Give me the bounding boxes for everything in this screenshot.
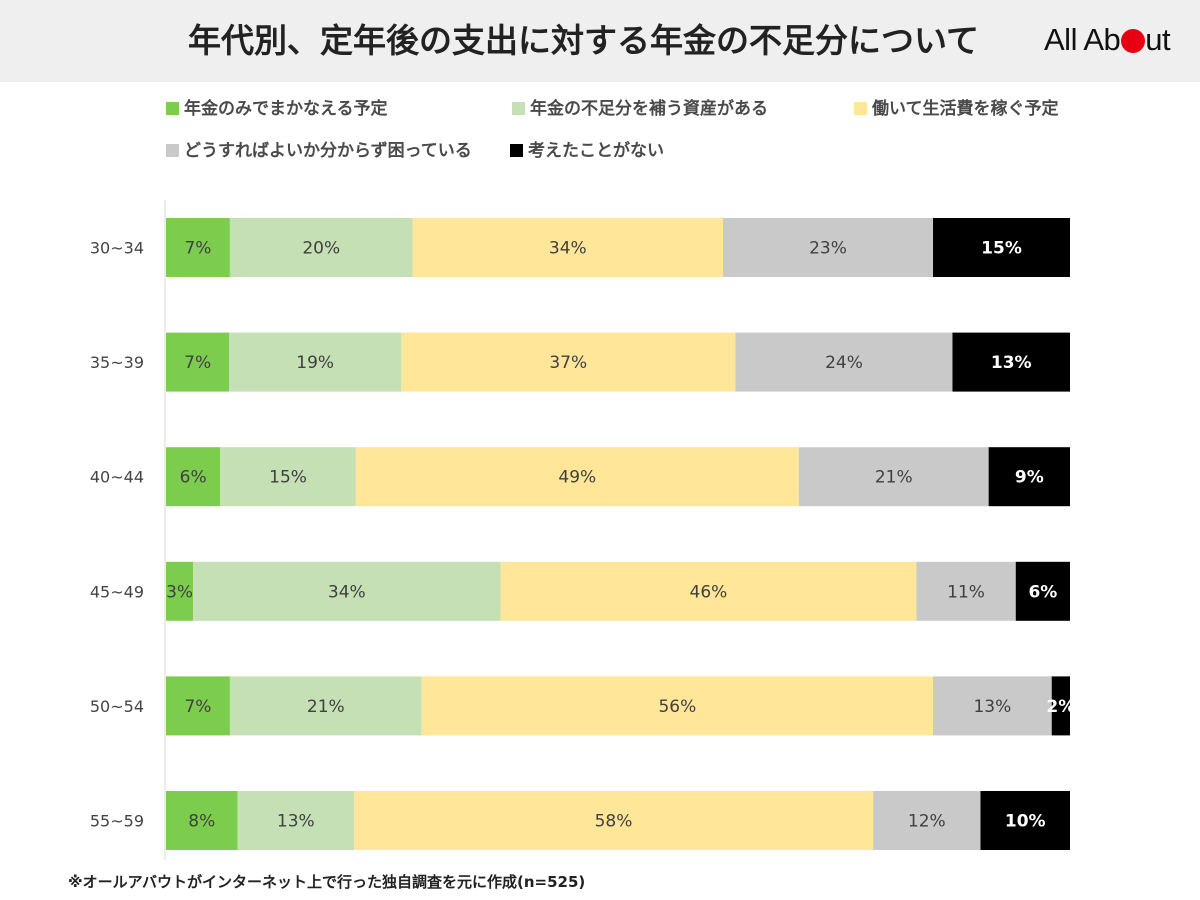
bar-segment [873, 791, 981, 850]
legend-label: 働いて生活費を稼ぐ予定 [872, 99, 1059, 119]
bar-segment [166, 447, 221, 507]
bar-segment [166, 791, 238, 850]
bar-segment [952, 332, 1070, 392]
data-label: 6% [1028, 582, 1057, 602]
legend-swatch-yellow [854, 102, 867, 115]
data-label: 13% [973, 697, 1011, 717]
bar-segment [723, 218, 934, 277]
bar-segment [193, 561, 501, 621]
chart-title: 年代別、定年後の支出に対する年金の不足分について [188, 21, 980, 60]
bar-segment [229, 332, 402, 392]
bar-segment [500, 561, 917, 621]
bar-segment [229, 218, 413, 277]
bar-segment [933, 218, 1070, 277]
bar-segment [166, 332, 230, 392]
data-label: 11% [947, 582, 985, 602]
data-label: 7% [184, 239, 211, 259]
logo-red-dot-icon [1120, 29, 1145, 53]
data-label: 6% [180, 468, 207, 488]
logo-text-right: ut [1145, 22, 1171, 57]
data-label: 15% [981, 239, 1022, 259]
bar-segment [1051, 676, 1070, 736]
data-label: 13% [991, 353, 1032, 373]
legend-label: 考えたことがない [528, 141, 664, 161]
legend-label: 年金の不足分を補う資産がある [530, 99, 768, 119]
bar-segment [798, 447, 989, 507]
legend-label: どうすればよいか分からず困っている [184, 141, 472, 161]
data-label: 24% [825, 353, 863, 373]
footnote: ※オールアバウトがインターネット上で行った独自調査を元に作成(n=525) [68, 873, 586, 891]
logo-text-left: All Ab [1044, 22, 1121, 57]
header-bar: 年代別、定年後の支出に対する年金の不足分について All Ab ut [0, 0, 1200, 82]
legend-item-never-thought: 考えたことがない [510, 139, 664, 163]
category-label: 40~44 [90, 468, 144, 487]
bar-segment [988, 447, 1070, 507]
data-label: 10% [1005, 812, 1046, 832]
bar-segment [229, 676, 422, 736]
data-label: 2% [1046, 697, 1075, 717]
data-label: 7% [184, 697, 211, 717]
data-label: 19% [296, 353, 334, 373]
data-label: 8% [188, 812, 215, 832]
data-label: 49% [558, 468, 596, 488]
category-label: 55~59 [90, 812, 144, 831]
bar-segment [1015, 561, 1070, 621]
data-label: 56% [658, 697, 696, 717]
legend-item-troubled: どうすればよいか分からず困っている [166, 139, 472, 163]
data-label: 37% [549, 353, 587, 373]
data-label: 23% [809, 239, 847, 259]
bar-segment [980, 791, 1070, 850]
data-label: 21% [875, 468, 913, 488]
data-label: 20% [302, 239, 340, 259]
bar-segment [421, 676, 934, 736]
legend-swatch-black [510, 144, 523, 157]
legend-item-pension-only: 年金のみでまかなえる予定 [166, 97, 388, 121]
category-label: 50~54 [90, 697, 144, 716]
data-label: 3% [166, 582, 193, 602]
legend-label: 年金のみでまかなえる予定 [184, 99, 388, 119]
legend-item-plan-to-work: 働いて生活費を稼ぐ予定 [854, 97, 1059, 121]
bar-segment [166, 676, 230, 736]
data-label: 34% [549, 239, 587, 259]
bar-segment [237, 791, 354, 850]
legend-swatch-green [166, 102, 179, 115]
data-label: 21% [307, 697, 345, 717]
bar-segment [401, 332, 736, 392]
bar-segment [735, 332, 953, 392]
legend-item-has-assets: 年金の不足分を補う資産がある [512, 97, 768, 121]
chart-legend: 年金のみでまかなえる予定 年金の不足分を補う資産がある 働いて生活費を稼ぐ予定 … [0, 0, 1200, 170]
data-label: 58% [595, 812, 633, 832]
bar-segment [220, 447, 356, 507]
bar-segment [166, 218, 230, 277]
bar-segment [916, 561, 1016, 621]
bar-segment [412, 218, 724, 277]
data-label: 34% [328, 582, 366, 602]
all-about-logo: All Ab ut [1044, 20, 1171, 60]
bar-segment [933, 676, 1052, 736]
data-label: 13% [277, 812, 315, 832]
category-label: 35~39 [90, 353, 144, 372]
legend-swatch-light-green [512, 102, 525, 115]
data-label: 15% [269, 468, 307, 488]
data-label: 12% [908, 812, 946, 832]
bar-segment [355, 447, 799, 507]
data-label: 46% [690, 582, 728, 602]
bar-segment [166, 561, 194, 621]
data-label: 9% [1015, 468, 1044, 488]
category-label: 45~49 [90, 582, 144, 601]
category-label: 30~34 [90, 239, 144, 258]
bar-segment [353, 791, 874, 850]
legend-swatch-gray [166, 144, 179, 157]
data-label: 7% [184, 353, 211, 373]
